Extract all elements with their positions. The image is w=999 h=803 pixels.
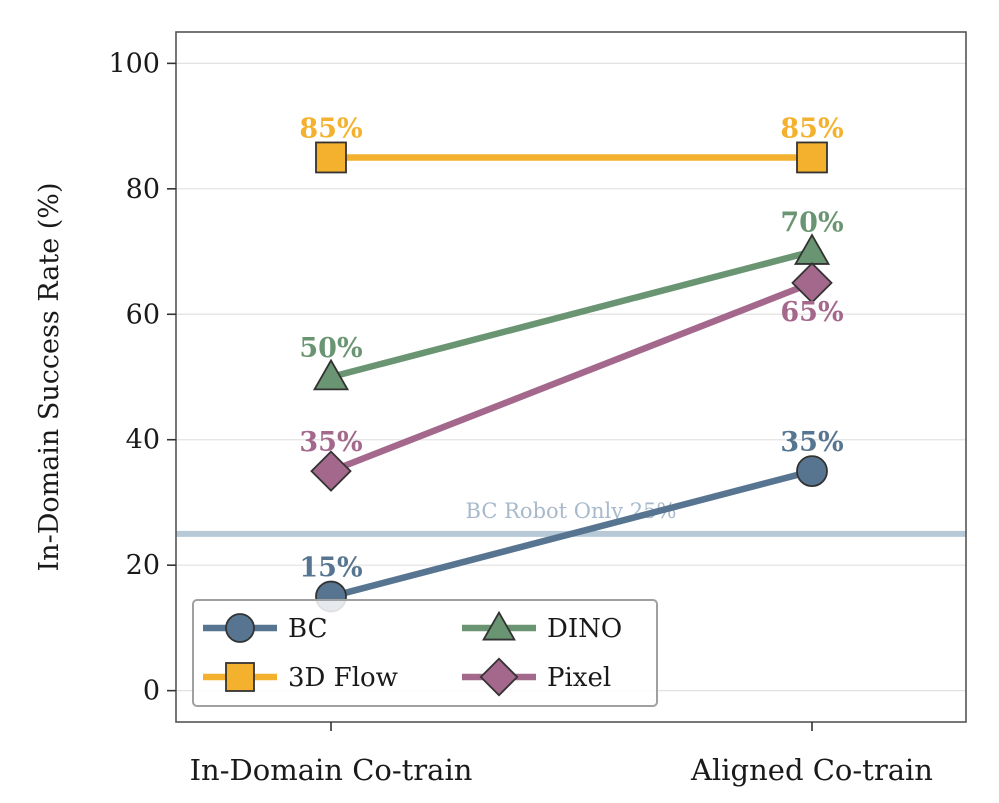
y-tick-label: 100 [108, 48, 160, 79]
data-label: 85% [780, 113, 843, 144]
series-line [327, 279, 816, 475]
data-point [793, 233, 831, 265]
legend: BC 3D Flow DINO Pixel [192, 599, 658, 707]
data-label: 35% [780, 427, 843, 458]
data-label: 50% [299, 333, 362, 364]
plot-frame [175, 31, 967, 723]
data-label: 85% [299, 113, 362, 144]
legend-label: Pixel [547, 663, 611, 693]
data-label: 70% [780, 208, 843, 239]
legend-marker [225, 662, 255, 692]
data-point [315, 141, 347, 174]
data-point [310, 450, 352, 492]
legend-label: DINO [547, 614, 622, 644]
legend-marker [479, 657, 519, 697]
legend-box [192, 599, 658, 707]
y-tick-label: 20 [126, 550, 160, 581]
legend-marker [482, 610, 516, 641]
legend-label: BC [288, 614, 327, 644]
x-tick-label: In-Domain Co-train [190, 753, 473, 787]
x-tick-label: Aligned Co-train [690, 753, 933, 787]
axes: 0 20 40 60 80 100 In-Domain Co-train Aligned Co… [108, 48, 932, 787]
y-tick-label: 60 [126, 299, 160, 330]
y-tick-label: 0 [143, 676, 160, 707]
data-point [312, 358, 350, 391]
y-axis-label: In-Domain Success Rate (%) [34, 183, 65, 572]
data-label: 65% [780, 297, 843, 328]
series-line [327, 248, 816, 381]
data-point [796, 141, 828, 174]
series-line [327, 467, 816, 600]
data-label: 35% [299, 427, 362, 458]
y-tick-label: 80 [126, 174, 160, 205]
grid-lines [176, 62, 966, 692]
reference-line-group: BC Robot Only 25% [176, 499, 966, 537]
legend-label: 3D Flow [288, 663, 398, 693]
data-label: 15% [299, 553, 362, 584]
legend-marker [225, 613, 255, 643]
reference-line-label: BC Robot Only 25% [466, 499, 677, 523]
data-point [796, 455, 828, 487]
y-tick-label: 40 [126, 425, 160, 456]
data-point [791, 262, 833, 304]
series-group: 15% 35% 85% 85% 50% 70% 35% 65% [299, 113, 844, 613]
